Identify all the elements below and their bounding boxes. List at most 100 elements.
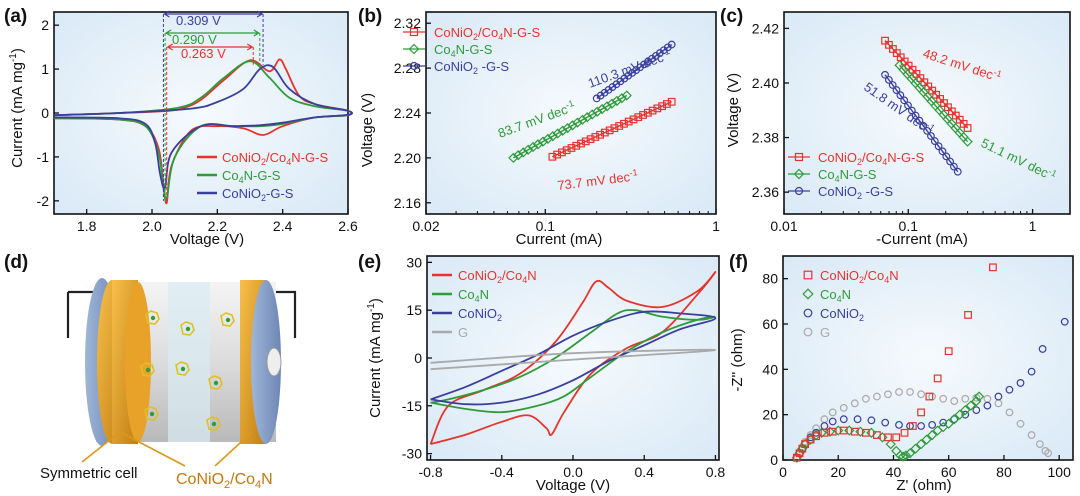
data-point — [572, 117, 583, 128]
data-point — [812, 432, 821, 441]
data-point — [610, 124, 619, 133]
panel-f-label: (f) — [729, 252, 748, 273]
data-point — [944, 103, 952, 112]
data-point — [839, 415, 848, 424]
x-tick-label: 1 — [712, 218, 720, 234]
data-point — [917, 390, 925, 399]
legend-c-entry-1: CoNiO2/Co4N-G-S — [818, 150, 924, 167]
molecule-2-icon — [180, 321, 195, 336]
data-point — [548, 152, 557, 161]
panel-c-tafel-discharge: (c) 0.01 0.1 12.362.382.402.42 48.2 mV dec… — [720, 6, 1071, 248]
legend-b-entry-1: CoNiO2/Co4N-G-S — [434, 25, 540, 42]
y-tick-label: 2.16 — [394, 195, 421, 211]
data-point — [553, 150, 562, 159]
data-point — [587, 109, 598, 120]
y-tick-label: 2.24 — [394, 105, 421, 121]
data-point — [577, 139, 585, 148]
data-point — [908, 422, 917, 430]
data-point — [1005, 385, 1014, 394]
plot-area-e — [426, 255, 720, 461]
legend-marker-b-2 — [403, 43, 425, 55]
data-point — [615, 122, 624, 130]
data-point — [961, 394, 970, 403]
fit-line-conio2-g-s — [596, 43, 673, 99]
legend-a-entry-3: CoNiO2-G-S — [222, 186, 294, 203]
data-point — [881, 70, 889, 79]
data-point — [950, 415, 959, 424]
data-point — [947, 107, 956, 116]
data-point — [884, 75, 893, 84]
data-point — [907, 106, 916, 115]
data-point — [839, 426, 848, 435]
data-point — [658, 102, 667, 111]
legend-marker-c-1 — [788, 152, 810, 162]
data-point — [643, 108, 652, 117]
legend-a-entry-2: Co4N-G-S — [222, 168, 281, 185]
molecule-7-icon — [144, 406, 159, 421]
x-tick-label: 2.2 — [208, 218, 228, 234]
y-tick-label: 0 — [770, 452, 778, 468]
data-point — [624, 117, 633, 126]
panel-e-ylabel: Current (mA mg-1) — [366, 298, 384, 418]
data-point — [885, 40, 893, 49]
data-point — [833, 425, 844, 436]
panel-c-xlabel: -Current (mA) — [876, 231, 968, 248]
pointer-line-left — [81, 431, 121, 463]
data-point — [873, 431, 881, 439]
data-point — [518, 147, 529, 158]
data-point — [959, 119, 968, 128]
data-point — [884, 390, 892, 399]
data-point — [629, 115, 638, 124]
x-tick-label: -0.8 — [418, 464, 442, 480]
legend-marker — [794, 186, 804, 196]
data-point — [921, 434, 932, 445]
panel-a-cv-curves: (a) 1.8 2.0 2.2 2.4 2.6 -2 -1 0 1 2 CoNiO2/Co4N-G… — [4, 6, 358, 248]
data-point — [934, 142, 943, 151]
data-point — [844, 425, 855, 436]
data-point — [552, 128, 563, 139]
y-tick-label: -2 — [37, 193, 50, 209]
data-point — [897, 451, 909, 462]
data-point — [582, 112, 593, 123]
data-point — [820, 428, 829, 437]
series-conio2-g-s — [53, 64, 353, 190]
data-point — [973, 391, 985, 402]
y-tick-label: 2 — [41, 17, 49, 33]
data-point — [801, 440, 809, 449]
data-point — [933, 374, 942, 383]
x-tick-label: 0 — [779, 464, 787, 480]
molecule-4-icon — [140, 362, 155, 377]
data-point — [562, 146, 571, 155]
gap-arrow-red — [166, 43, 254, 51]
x-tick-label: 0.0 — [563, 464, 583, 480]
data-point — [1060, 317, 1069, 326]
data-point — [634, 113, 643, 122]
catalyst-molecules — [140, 310, 235, 431]
gap-arrow-blue — [163, 10, 264, 18]
data-point — [861, 428, 870, 437]
data-point — [963, 124, 972, 132]
data-point — [892, 49, 901, 58]
data-point — [917, 408, 925, 417]
series-conio2 — [430, 310, 717, 406]
data-point — [855, 426, 866, 437]
data-point — [567, 144, 576, 152]
y-tick-label: 15 — [406, 302, 422, 318]
legend-marker-f-1 — [803, 270, 813, 280]
panel-e-xlabel: Voltage (V) — [536, 477, 610, 494]
data-point — [953, 167, 962, 176]
data-point — [577, 114, 588, 126]
data-point — [896, 53, 905, 62]
y-tick-label: 0 — [414, 350, 422, 366]
data-point — [667, 40, 676, 49]
data-point — [527, 141, 539, 153]
data-point — [601, 101, 613, 112]
legend-marker-b-3 — [403, 61, 425, 71]
y-tick-label: 2.20 — [394, 150, 421, 166]
data-point — [816, 427, 827, 438]
legend-marker — [794, 152, 804, 162]
data-point — [839, 403, 848, 412]
panel-e-label: (e) — [358, 252, 381, 273]
x-tick-label: 0.02 — [412, 218, 439, 234]
